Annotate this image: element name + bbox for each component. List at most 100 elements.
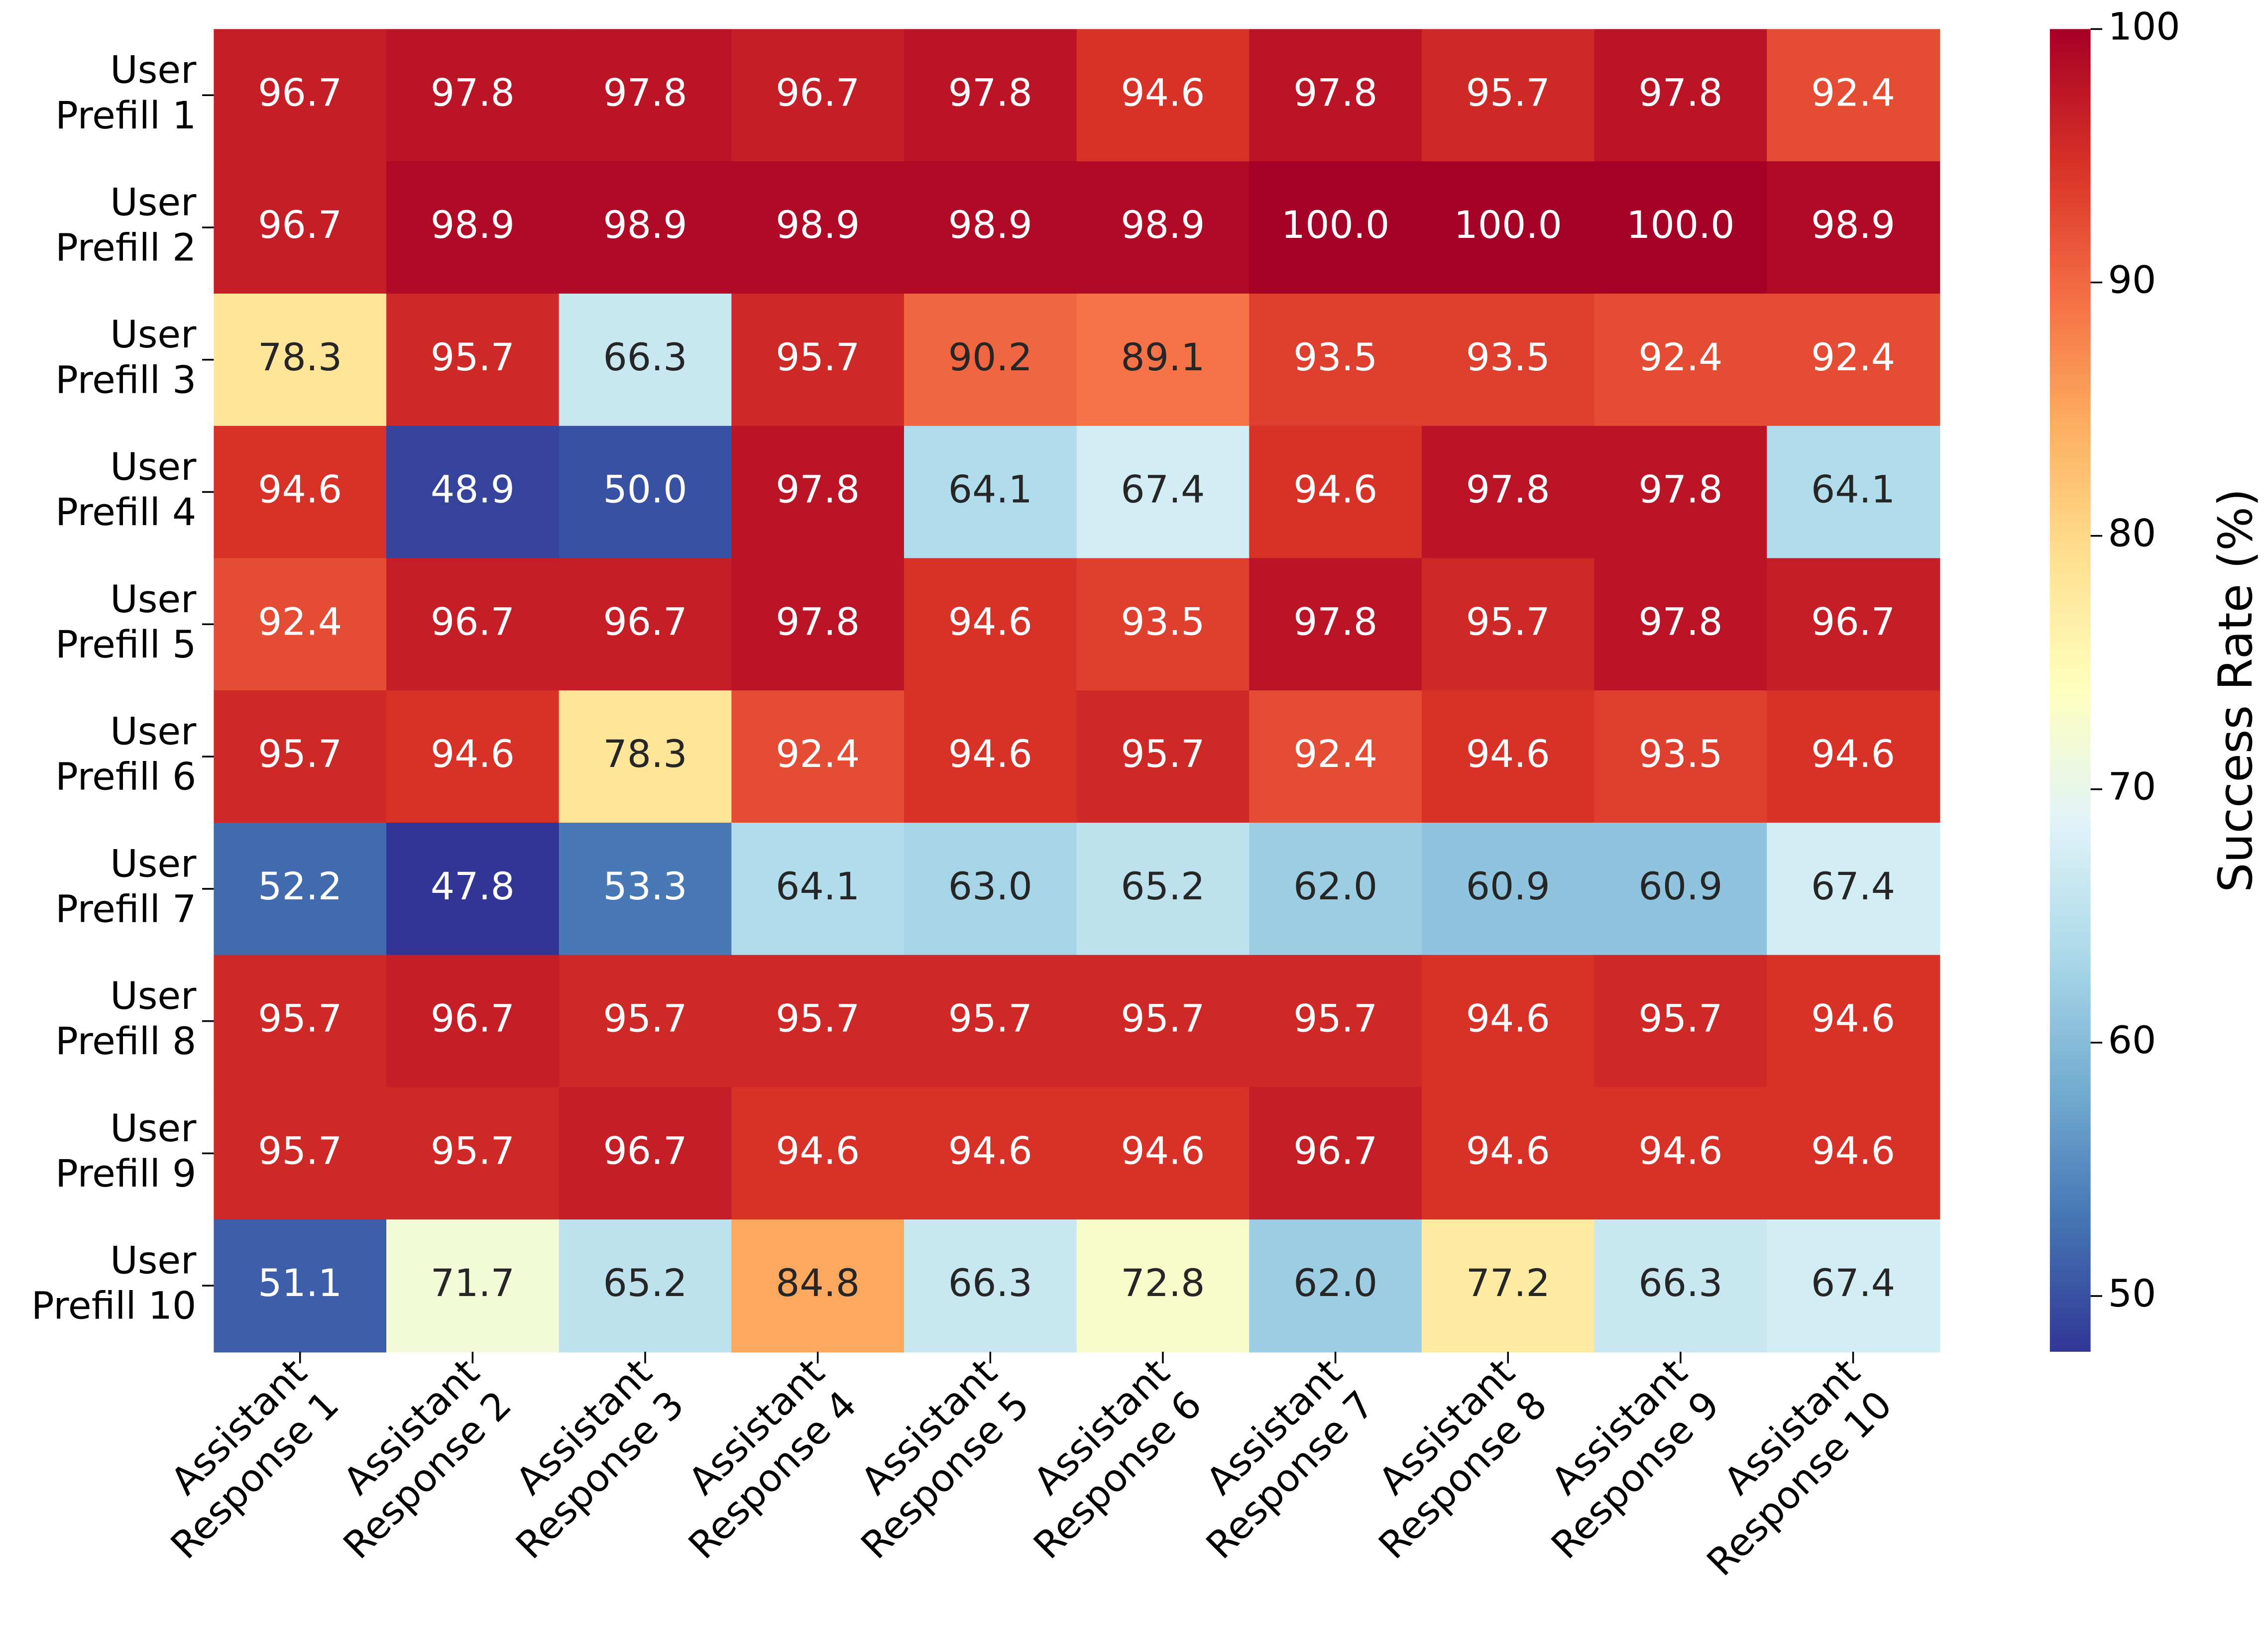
cell-label: 92.4 bbox=[1811, 335, 1895, 379]
heatmap-cell bbox=[904, 822, 1078, 956]
heatmap-cell bbox=[1594, 29, 1768, 162]
cell-label: 53.3 bbox=[603, 865, 687, 908]
heatmap-cell bbox=[1594, 1087, 1768, 1220]
cell-label: 95.7 bbox=[1466, 600, 1550, 644]
cell-label: 65.2 bbox=[603, 1261, 687, 1305]
x-tick-label: AssistantResponse 7 bbox=[1166, 1350, 1383, 1567]
cell-label: 64.1 bbox=[776, 865, 860, 908]
heatmap-cell bbox=[559, 1087, 732, 1220]
cell-label: 94.6 bbox=[1466, 1129, 1550, 1173]
colorbar-tick-label: 90 bbox=[2108, 258, 2156, 302]
heatmap-cell bbox=[731, 690, 905, 824]
y-tick-label: User Prefill 8 bbox=[55, 974, 197, 1063]
colorbar bbox=[2049, 29, 2091, 1352]
heatmap-cell bbox=[1594, 822, 1768, 956]
heatmap-cell bbox=[1421, 690, 1595, 824]
heatmap-cell bbox=[1767, 29, 1940, 162]
cell-label: 94.6 bbox=[431, 732, 515, 776]
cell-label: 96.7 bbox=[258, 71, 342, 114]
x-tick-label: AssistantResponse 5 bbox=[820, 1350, 1037, 1567]
cell-label: 100.0 bbox=[1626, 203, 1734, 247]
heatmap-cell bbox=[1249, 1219, 1423, 1353]
x-tick-label: AssistantResponse 10 bbox=[1667, 1350, 1901, 1584]
heatmap-cell bbox=[559, 426, 732, 559]
cell-label: 95.7 bbox=[258, 732, 342, 776]
cell-label: 98.9 bbox=[431, 203, 515, 247]
cell-label: 71.7 bbox=[431, 1261, 515, 1305]
heatmap-cell bbox=[1076, 293, 1250, 427]
cell-label: 96.7 bbox=[603, 1129, 687, 1173]
x-tick-label: AssistantResponse 2 bbox=[303, 1350, 520, 1567]
heatmap-cell bbox=[559, 1219, 732, 1353]
heatmap-cell bbox=[1594, 161, 1768, 295]
heatmap-cell bbox=[214, 426, 387, 559]
cell-label: 100.0 bbox=[1454, 203, 1562, 247]
cell-label: 89.1 bbox=[1121, 335, 1205, 379]
heatmap-cell bbox=[1076, 426, 1250, 559]
cell-label: 67.4 bbox=[1121, 468, 1205, 512]
heatmap-cell bbox=[559, 293, 732, 427]
cell-label: 95.7 bbox=[431, 1129, 515, 1173]
heatmap-cell bbox=[1076, 161, 1250, 295]
heatmap-cell bbox=[904, 1219, 1078, 1353]
cell-label: 66.3 bbox=[603, 335, 687, 379]
y-tick-label: User Prefill 7 bbox=[55, 842, 197, 931]
colorbar-tick-label: 70 bbox=[2108, 765, 2156, 809]
cell-label: 95.7 bbox=[1466, 71, 1550, 114]
cell-label: 97.8 bbox=[603, 71, 687, 114]
heatmap-cell bbox=[214, 955, 387, 1088]
heatmap-cell bbox=[1594, 955, 1768, 1088]
cell-label: 98.9 bbox=[776, 203, 860, 247]
heatmap-cell bbox=[1421, 822, 1595, 956]
heatmap-cell bbox=[1249, 558, 1423, 691]
heatmap-cell bbox=[1767, 161, 1940, 295]
heatmap-cell bbox=[386, 1219, 560, 1353]
heatmap-cell bbox=[386, 426, 560, 559]
cell-label: 94.6 bbox=[1638, 1129, 1722, 1173]
cell-label: 94.6 bbox=[948, 600, 1032, 644]
heatmap-cell bbox=[386, 690, 560, 824]
heatmap-cell bbox=[386, 558, 560, 691]
cell-label: 62.0 bbox=[1293, 1261, 1377, 1305]
cell-label: 97.8 bbox=[1293, 71, 1377, 114]
y-tick-label: User Prefill 1 bbox=[55, 48, 197, 137]
cell-label: 67.4 bbox=[1811, 865, 1895, 908]
cell-label: 94.6 bbox=[258, 468, 342, 512]
heatmap-cell bbox=[1076, 822, 1250, 956]
cell-label: 94.6 bbox=[776, 1129, 860, 1173]
heatmap-cell bbox=[1594, 690, 1768, 824]
colorbar-label: Success Rate (%) bbox=[2209, 488, 2263, 892]
heatmap-cell bbox=[1249, 690, 1423, 824]
heatmap-cell bbox=[559, 955, 732, 1088]
heatmap-cell bbox=[1421, 29, 1595, 162]
cell-label: 96.7 bbox=[258, 203, 342, 247]
heatmap-cell bbox=[1594, 426, 1768, 559]
heatmap-cell bbox=[1076, 690, 1250, 824]
cell-label: 66.3 bbox=[948, 1261, 1032, 1305]
heatmap-cell bbox=[1767, 426, 1940, 559]
heatmap-cell bbox=[1249, 426, 1423, 559]
heatmap-cell bbox=[731, 1219, 905, 1353]
heatmap-cell bbox=[559, 822, 732, 956]
heatmap-cell bbox=[1076, 558, 1250, 691]
heatmap-cell bbox=[1767, 822, 1940, 956]
heatmap-cell bbox=[386, 822, 560, 956]
cell-label: 52.2 bbox=[258, 865, 342, 908]
cell-label: 77.2 bbox=[1466, 1261, 1550, 1305]
heatmap-cell bbox=[904, 1087, 1078, 1220]
x-tick-label: AssistantResponse 8 bbox=[1338, 1350, 1555, 1567]
cell-label: 92.4 bbox=[1811, 71, 1895, 114]
cell-label: 60.9 bbox=[1466, 865, 1550, 908]
cell-label: 64.1 bbox=[1811, 468, 1895, 512]
heatmap-cell bbox=[731, 29, 905, 162]
heatmap-cell bbox=[1249, 822, 1423, 956]
cell-label: 72.8 bbox=[1121, 1261, 1205, 1305]
cell-label: 48.9 bbox=[431, 468, 515, 512]
heatmap-cell bbox=[559, 690, 732, 824]
heatmap-cell bbox=[386, 955, 560, 1088]
heatmap-cell bbox=[214, 558, 387, 691]
heatmap-cell bbox=[214, 822, 387, 956]
cell-label: 67.4 bbox=[1811, 1261, 1895, 1305]
cell-label: 97.8 bbox=[1638, 600, 1722, 644]
